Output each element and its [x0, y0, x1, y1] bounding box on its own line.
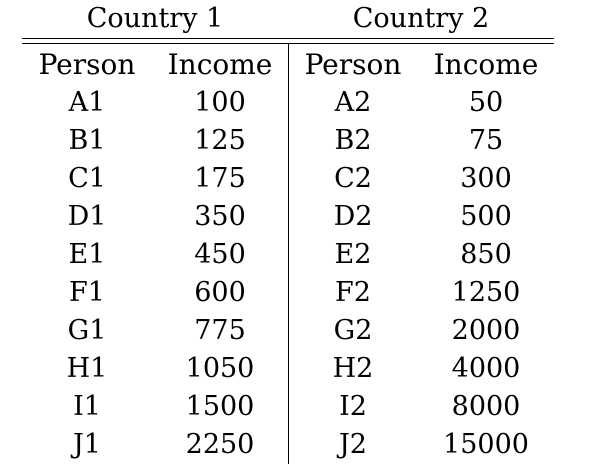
person-cell: D2	[333, 201, 373, 232]
table-row: I1 1500 I2 8000	[22, 388, 554, 426]
table-row: C1 175 C2 300	[22, 160, 554, 198]
person-cell: J2	[338, 429, 367, 460]
income-cell: 350	[194, 201, 246, 232]
header-person-country-1: Person	[38, 48, 136, 81]
person-cell: F1	[69, 277, 105, 308]
person-cell: B1	[68, 125, 106, 156]
person-cell: J1	[72, 429, 101, 460]
person-cell: I2	[339, 391, 367, 422]
income-cell: 100	[194, 87, 246, 118]
income-cell: 775	[194, 315, 246, 346]
income-cell: 50	[468, 87, 504, 118]
person-cell: A2	[334, 87, 372, 118]
income-cell: 1500	[185, 391, 255, 422]
table-row: G1 775 G2 2000	[22, 312, 554, 350]
second-rule	[22, 43, 554, 44]
income-cell: 2250	[185, 429, 255, 460]
person-cell: E1	[68, 239, 106, 270]
income-cell: 300	[460, 163, 512, 194]
income-cell: 450	[194, 239, 246, 270]
income-cell: 125	[194, 125, 246, 156]
person-cell: G1	[67, 315, 107, 346]
table-row: F1 600 F2 1250	[22, 274, 554, 312]
header-income-country-2: Income	[433, 48, 539, 81]
person-cell: I1	[73, 391, 101, 422]
person-cell: E2	[334, 239, 372, 270]
person-cell: B2	[334, 125, 372, 156]
person-cell: C2	[334, 163, 372, 194]
income-cell: 175	[194, 163, 246, 194]
person-cell: G2	[333, 315, 373, 346]
header-person-country-2: Person	[304, 48, 402, 81]
person-cell: C1	[68, 163, 106, 194]
country-header-row: Country 1 Country 2	[22, 2, 554, 36]
top-rule	[22, 38, 554, 39]
table-row: J1 2250 J2 15000	[22, 426, 554, 464]
table-row: B1 125 B2 75	[22, 122, 554, 160]
person-cell: H1	[66, 353, 108, 384]
column-divider	[288, 44, 289, 464]
header-income-country-1: Income	[167, 48, 273, 81]
income-cell: 600	[194, 277, 246, 308]
country-2-heading: Country 2	[352, 3, 490, 34]
person-cell: F2	[335, 277, 371, 308]
table-row: A1 100 A2 50	[22, 84, 554, 122]
country-1-heading: Country 1	[86, 3, 224, 34]
income-cell: 850	[460, 239, 512, 270]
income-cell: 2000	[451, 315, 521, 346]
income-cell: 15000	[443, 429, 529, 460]
income-cell: 1250	[451, 277, 521, 308]
income-cell: 75	[468, 125, 504, 156]
person-cell: D1	[67, 201, 107, 232]
income-table: Country 1 Country 2 Person Income Person…	[22, 0, 554, 472]
person-cell: A1	[68, 87, 106, 118]
income-cell: 1050	[185, 353, 255, 384]
table-row: D1 350 D2 500	[22, 198, 554, 236]
table-row: E1 450 E2 850	[22, 236, 554, 274]
income-cell: 8000	[451, 391, 521, 422]
table-row: H1 1050 H2 4000	[22, 350, 554, 388]
income-cell: 500	[460, 201, 512, 232]
column-header-row: Person Income Person Income	[22, 46, 554, 84]
person-cell: H2	[332, 353, 374, 384]
income-cell: 4000	[451, 353, 521, 384]
